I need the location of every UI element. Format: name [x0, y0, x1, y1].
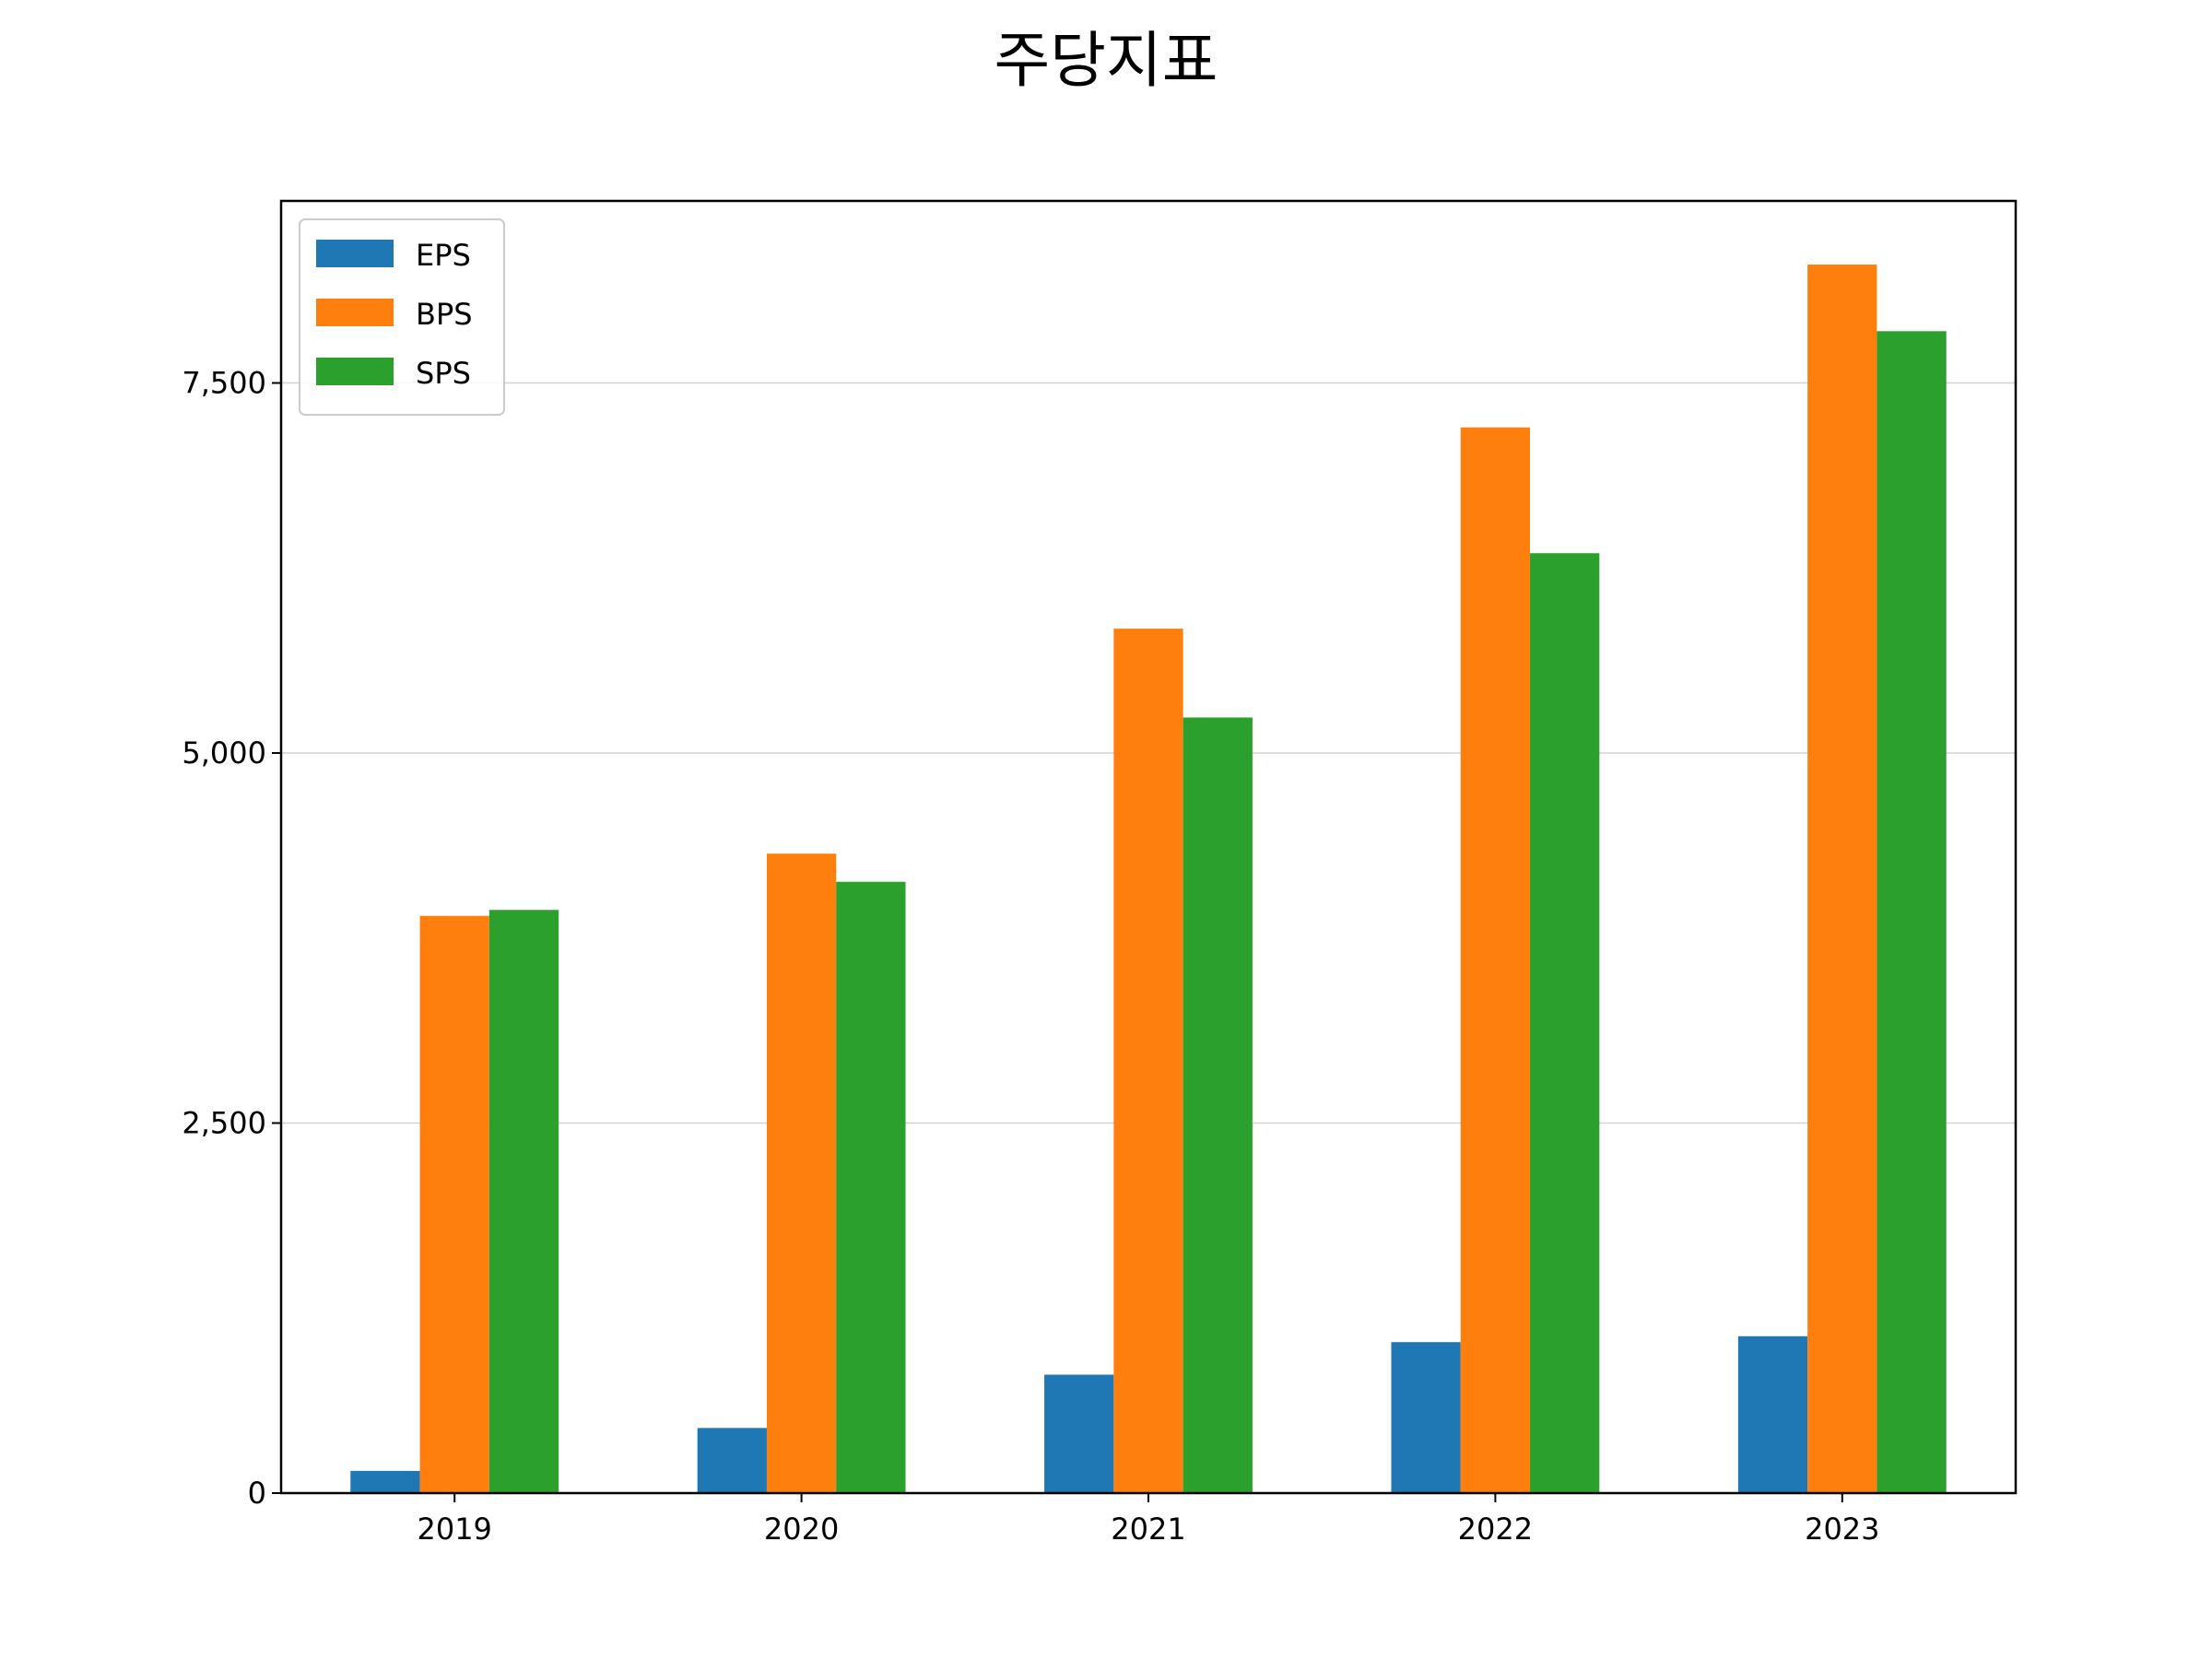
- x-tick-label: 2020: [764, 1512, 839, 1547]
- x-tick-label: 2021: [1111, 1512, 1185, 1547]
- y-tick-label: 0: [248, 1476, 266, 1511]
- bar-bps-2022: [1460, 427, 1531, 1494]
- bar-bps-2023: [1807, 265, 1877, 1493]
- bar-eps-2023: [1737, 1335, 1808, 1493]
- bar-sps-2021: [1182, 717, 1253, 1493]
- bar-bps-2021: [1113, 629, 1183, 1493]
- bar-eps-2019: [350, 1470, 420, 1493]
- bar-bps-2019: [419, 915, 489, 1493]
- bar-sps-2020: [836, 881, 906, 1493]
- y-tick-label: 2,500: [182, 1106, 266, 1141]
- legend-swatch-bps: [316, 299, 394, 326]
- bar-sps-2023: [1877, 331, 1947, 1493]
- legend-label-bps: BPS: [416, 297, 473, 332]
- bar-eps-2021: [1044, 1374, 1114, 1493]
- bar-sps-2019: [488, 910, 559, 1493]
- chart-title: 주당지표: [994, 25, 1218, 96]
- y-tick-label: 7,500: [182, 366, 266, 401]
- bar-eps-2020: [697, 1428, 767, 1493]
- legend: EPS BPS SPS: [299, 218, 505, 416]
- y-tick-label: 5,000: [182, 735, 266, 771]
- legend-label-sps: SPS: [416, 356, 471, 391]
- bars: [350, 265, 1947, 1494]
- x-axis: 2019 2020 2021 2022 2023: [417, 1493, 1880, 1547]
- legend-label-eps: EPS: [416, 238, 471, 273]
- x-tick-label: 2019: [417, 1512, 491, 1547]
- x-tick-label: 2023: [1805, 1512, 1879, 1547]
- legend-swatch-sps: [316, 358, 394, 385]
- y-axis: 0 2,500 5,000 7,500: [182, 366, 281, 1511]
- legend-swatch-eps: [316, 240, 394, 267]
- bar-sps-2022: [1530, 553, 1600, 1493]
- bar-bps-2020: [766, 853, 837, 1493]
- x-tick-label: 2022: [1458, 1512, 1533, 1547]
- bar-eps-2022: [1391, 1342, 1461, 1493]
